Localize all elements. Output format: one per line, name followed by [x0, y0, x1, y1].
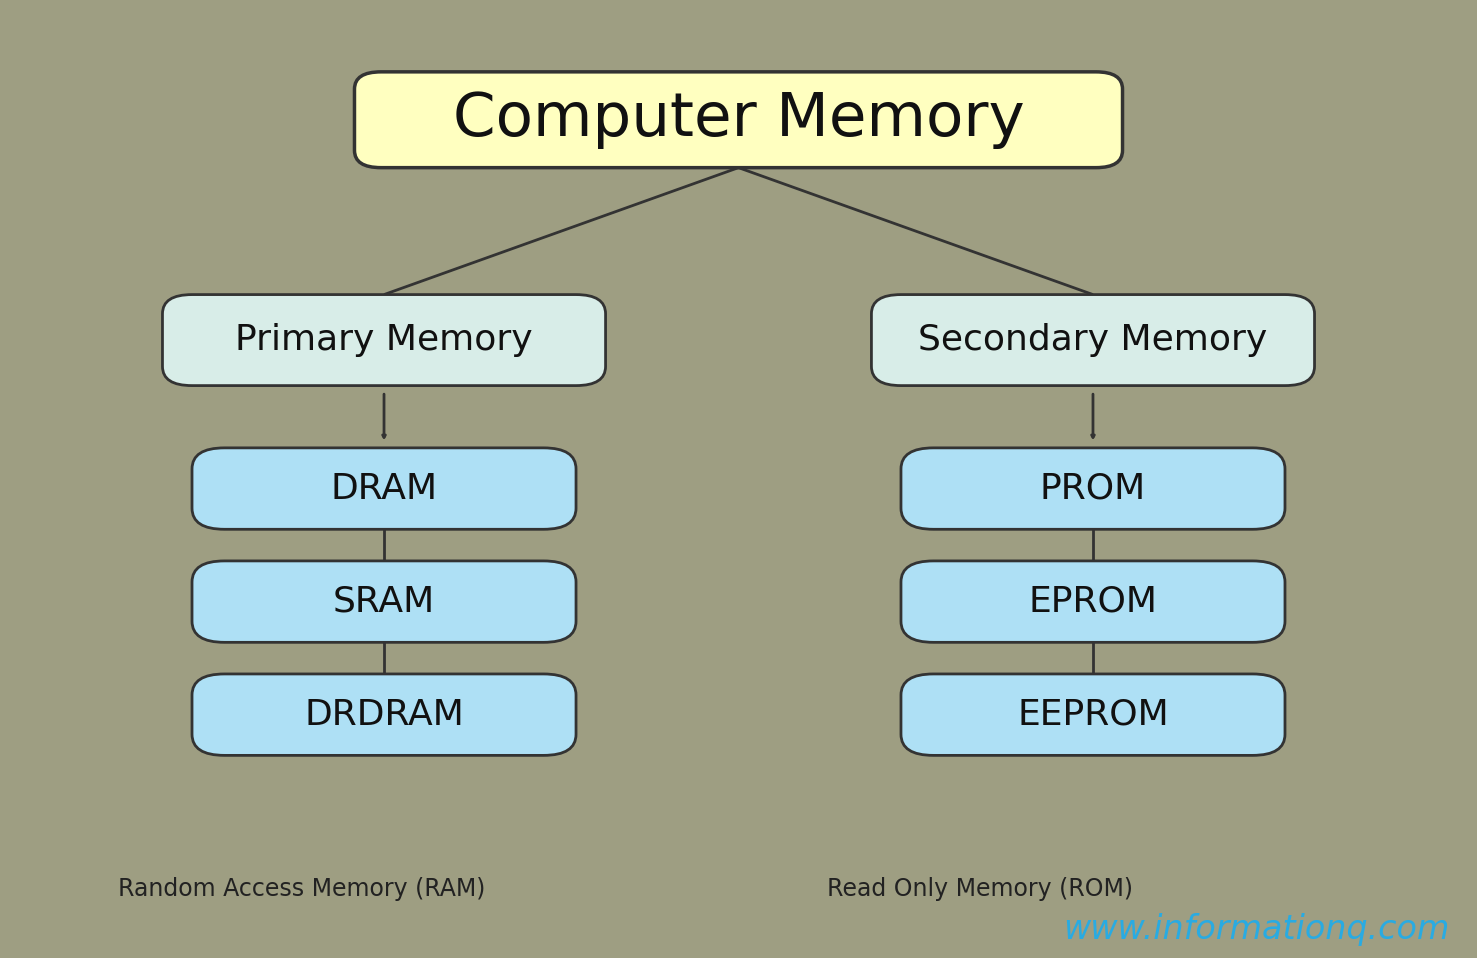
Text: DRDRAM: DRDRAM — [304, 697, 464, 732]
Text: Random Access Memory (RAM): Random Access Memory (RAM) — [118, 877, 486, 901]
FancyBboxPatch shape — [192, 561, 576, 643]
Text: Read Only Memory (ROM): Read Only Memory (ROM) — [827, 877, 1133, 901]
FancyBboxPatch shape — [192, 674, 576, 755]
FancyBboxPatch shape — [354, 72, 1123, 168]
Text: SRAM: SRAM — [332, 584, 436, 619]
Text: EPROM: EPROM — [1028, 584, 1158, 619]
FancyBboxPatch shape — [162, 295, 606, 385]
Text: www.informationq.com: www.informationq.com — [1063, 913, 1450, 946]
Text: EEPROM: EEPROM — [1018, 697, 1168, 732]
FancyBboxPatch shape — [901, 561, 1285, 643]
Text: Secondary Memory: Secondary Memory — [919, 323, 1267, 357]
FancyBboxPatch shape — [901, 674, 1285, 755]
Text: DRAM: DRAM — [331, 471, 437, 506]
FancyBboxPatch shape — [901, 448, 1285, 529]
FancyBboxPatch shape — [192, 448, 576, 529]
Text: Computer Memory: Computer Memory — [452, 90, 1025, 149]
Text: Primary Memory: Primary Memory — [235, 323, 533, 357]
Text: PROM: PROM — [1040, 471, 1146, 506]
FancyBboxPatch shape — [871, 295, 1315, 385]
